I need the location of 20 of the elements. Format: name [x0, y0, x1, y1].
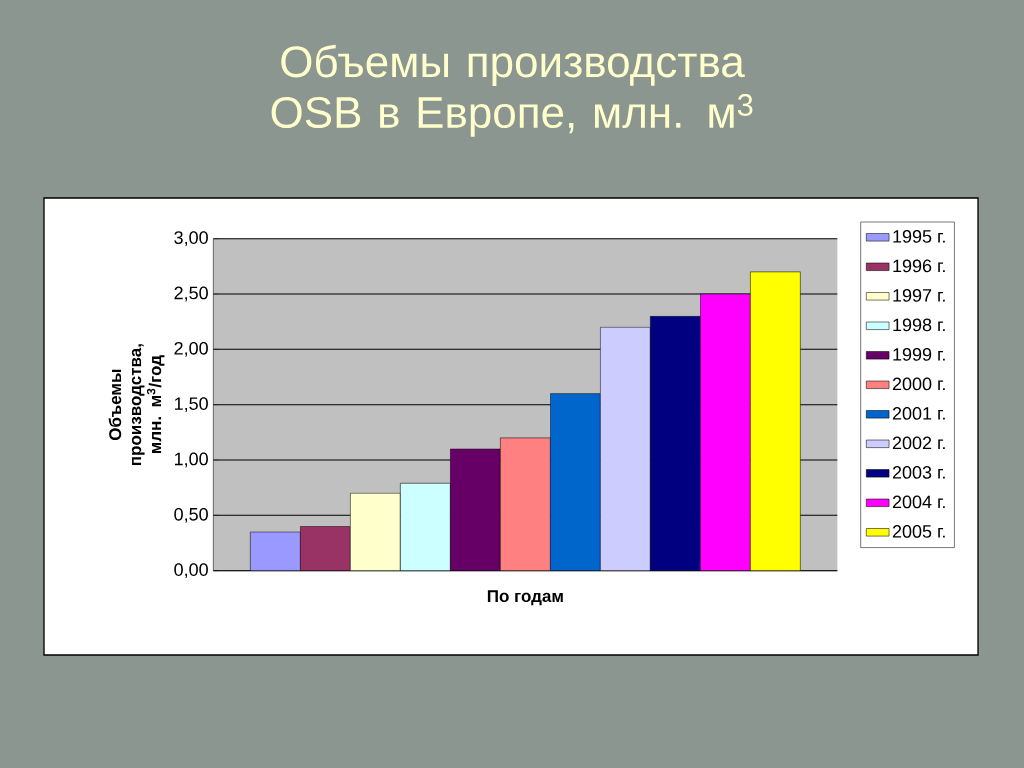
y-tick-label: 0,00 [174, 563, 208, 579]
x-axis-title: По годам [487, 590, 563, 606]
legend-label: 1999 г. [893, 348, 945, 361]
legend-label: 1996 г. [893, 259, 945, 273]
y-tick-label: 2,00 [174, 341, 208, 357]
legend-label: 1997 г. [893, 289, 945, 302]
legend-label: 1995 г. [893, 230, 945, 243]
y-tick-label: 1,50 [174, 397, 208, 413]
legend-label: 2004 г. [892, 495, 945, 509]
legend-label: 2003 г. [892, 466, 945, 479]
legend-label: 2001 г. [892, 407, 945, 420]
y-tick-label: 2,50 [174, 286, 208, 302]
legend-label: 2002 г. [892, 436, 945, 450]
y-tick-label: 1,00 [174, 452, 208, 468]
legend-label: 2000 г. [892, 377, 945, 391]
chart-title: Объемы производства OSB в Европе, млн. м$^{3}$ [271, 44, 753, 137]
y-tick-label: 3,00 [174, 231, 208, 247]
y-tick-label: 0,50 [174, 507, 208, 523]
legend-label: 1998 г. [893, 318, 945, 332]
legend-label: 2005 г. [892, 525, 945, 538]
